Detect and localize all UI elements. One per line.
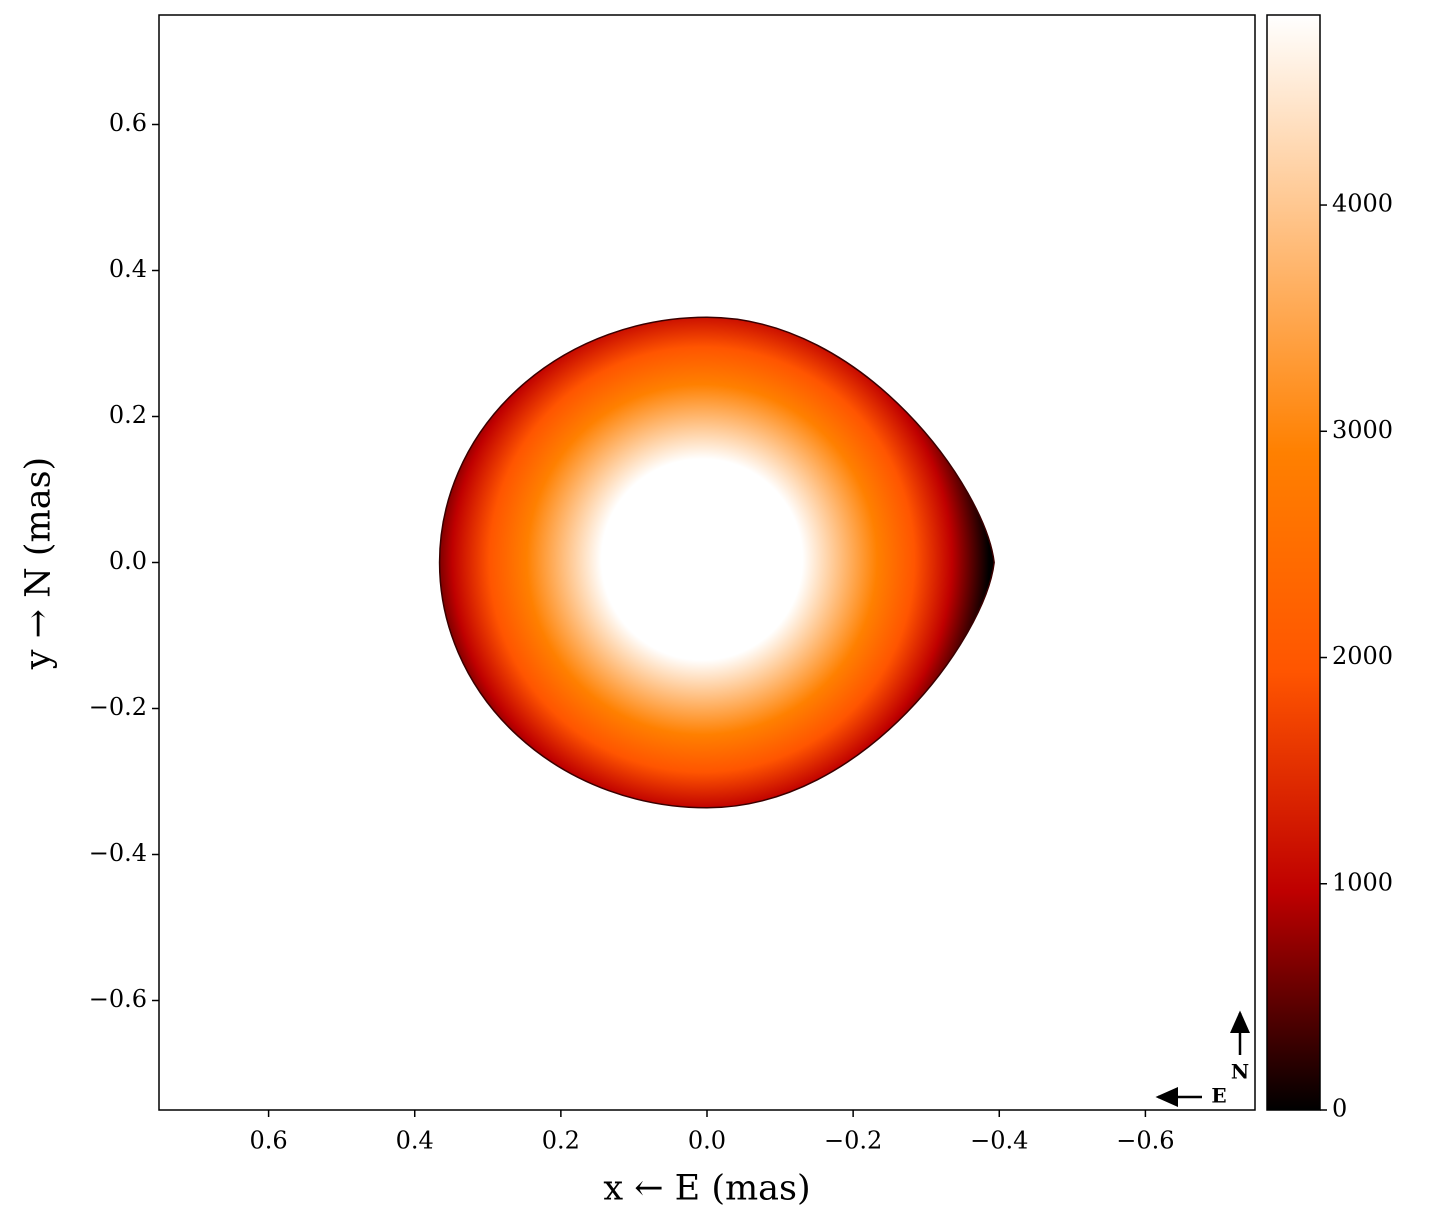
x-tick-label: 0.6 (250, 1127, 288, 1155)
colorbar-tick-label: 0 (1332, 1095, 1347, 1123)
y-tick-label: −0.2 (89, 693, 147, 721)
y-tick-label: 0.2 (109, 401, 147, 429)
star-image (438, 316, 995, 809)
x-tick-label: −0.6 (1116, 1127, 1174, 1155)
colorbar (1266, 14, 1321, 1111)
y-tick-label: 0.6 (109, 109, 147, 137)
y-axis-label: y → N (mas) (19, 457, 59, 670)
y-tick-label: −0.6 (89, 985, 147, 1013)
colorbar-tick-label: 1000 (1332, 868, 1393, 896)
x-tick-label: −0.4 (970, 1127, 1028, 1155)
x-tick-label: −0.2 (824, 1127, 882, 1155)
x-axis-label: x ← E (mas) (603, 1169, 810, 1209)
y-tick-label: 0.0 (109, 547, 147, 575)
x-tick-label: 0.0 (688, 1127, 726, 1155)
east-label: E (1211, 1084, 1226, 1108)
y-tick-label: 0.4 (109, 255, 147, 283)
colorbar-tick-label: 3000 (1332, 416, 1393, 444)
north-label: N (1231, 1060, 1249, 1084)
y-tick-label: −0.4 (89, 839, 147, 867)
colorbar-tick-label: 4000 (1332, 190, 1393, 218)
x-tick-label: 0.2 (542, 1127, 580, 1155)
x-tick-label: 0.4 (396, 1127, 434, 1155)
colorbar-tick-label: 2000 (1332, 642, 1393, 670)
